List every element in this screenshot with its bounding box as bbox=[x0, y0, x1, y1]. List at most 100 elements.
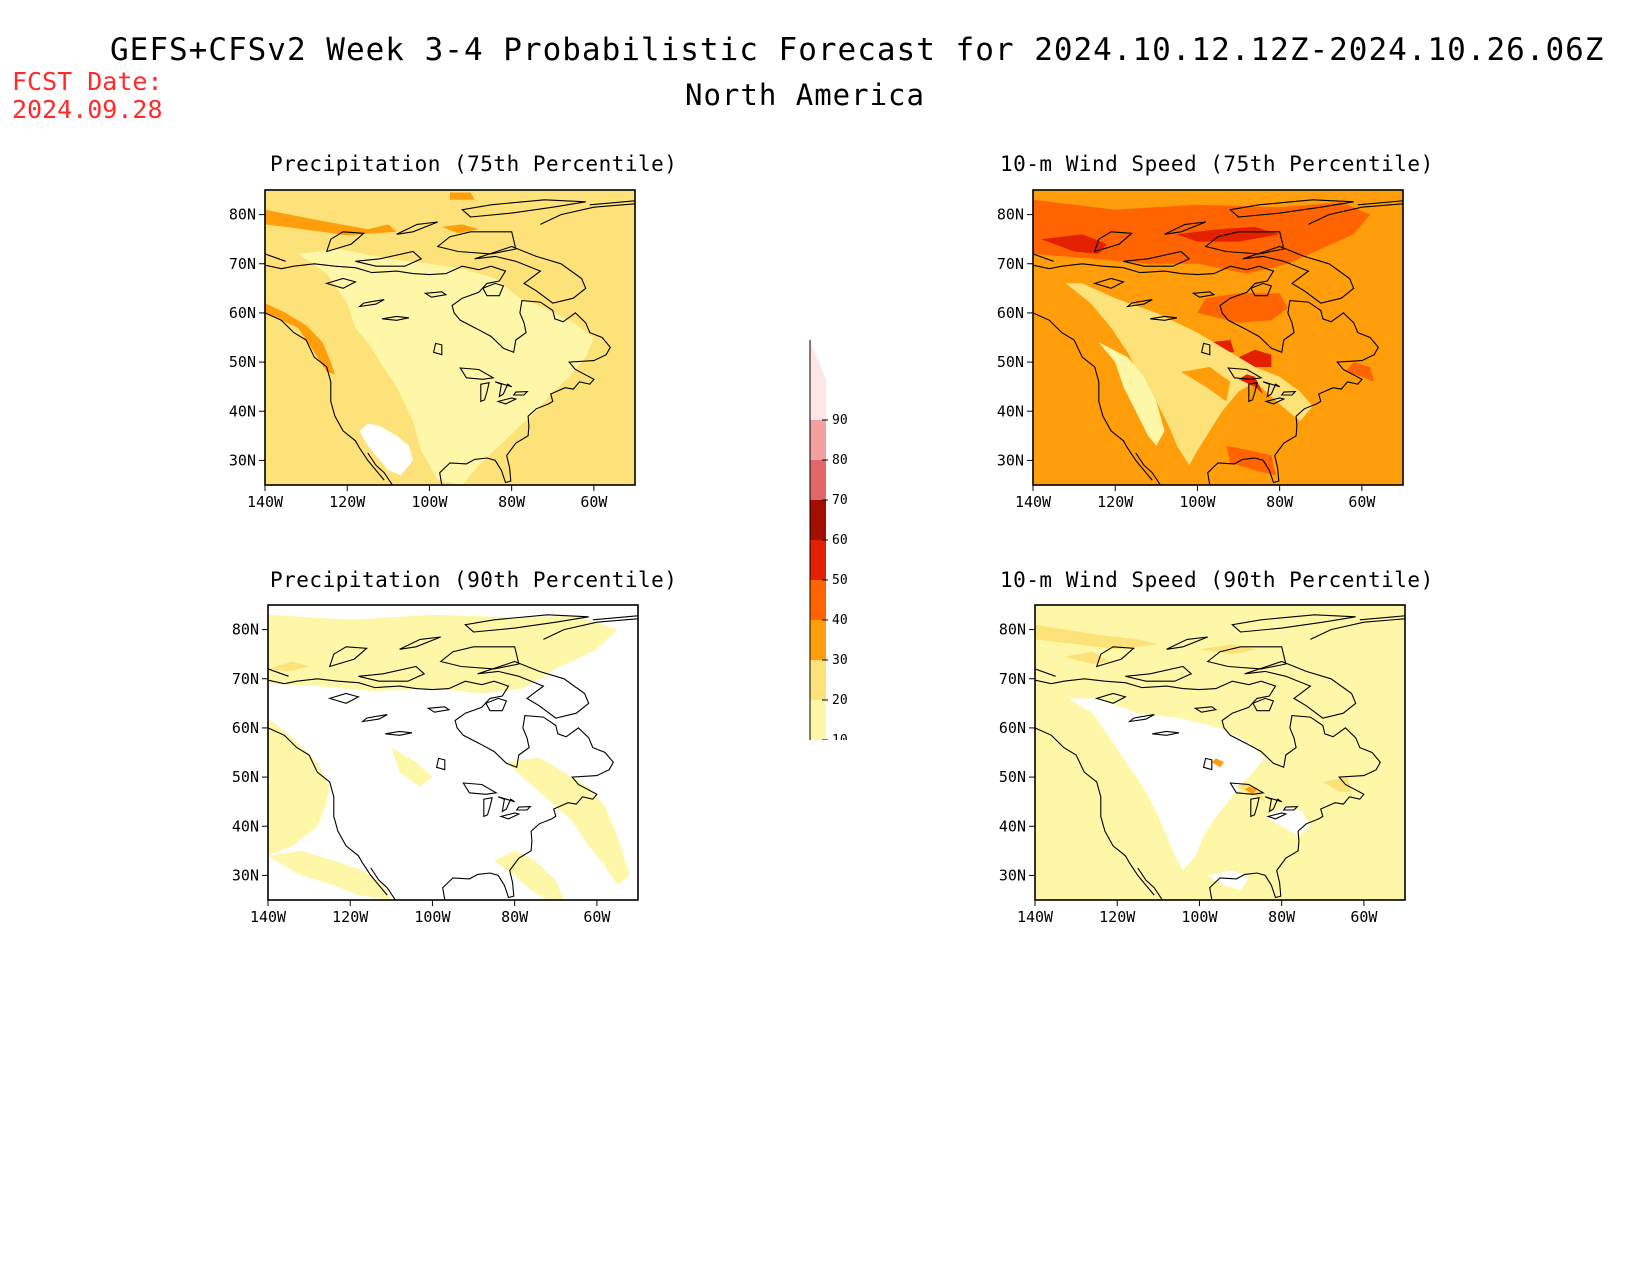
shaded-region-c20 bbox=[1035, 624, 1159, 650]
land-outline bbox=[1150, 315, 1178, 321]
land-outline bbox=[1265, 796, 1282, 813]
colorbar-swatch bbox=[810, 420, 826, 460]
shaded-region-c50 bbox=[1238, 349, 1272, 367]
land-outline bbox=[357, 299, 385, 308]
shaded-region-c30 bbox=[1211, 758, 1225, 768]
lat-tick-label: 70N bbox=[229, 255, 256, 273]
land-outline bbox=[1266, 812, 1288, 820]
lat-tick-label: 50N bbox=[229, 353, 256, 371]
shaded-region-white bbox=[359, 423, 413, 476]
lat-tick-label: 40N bbox=[997, 402, 1024, 420]
lat-tick-label: 40N bbox=[999, 817, 1026, 835]
land-outline bbox=[485, 697, 508, 712]
coastline bbox=[370, 867, 396, 900]
shaded-region-c40 bbox=[1197, 293, 1288, 323]
land-outline bbox=[1248, 382, 1258, 403]
land-outline bbox=[1200, 342, 1211, 356]
coastline bbox=[543, 618, 638, 640]
land-outline bbox=[1127, 714, 1155, 723]
shaded-region-c30 bbox=[441, 224, 479, 234]
coastline bbox=[1357, 200, 1403, 206]
coastline bbox=[1035, 727, 1155, 896]
lon-tick-label: 140W bbox=[1017, 908, 1054, 926]
lat-tick-label: 30N bbox=[999, 866, 1026, 884]
land-outline bbox=[1166, 636, 1208, 650]
region-subtitle: North America bbox=[685, 78, 925, 112]
land-outline bbox=[1250, 797, 1260, 818]
colorbar-swatch bbox=[810, 380, 826, 420]
panel-title-wind75: 10-m Wind Speed (75th Percentile) bbox=[1000, 152, 1434, 176]
land-outline bbox=[1231, 614, 1356, 633]
land-outline bbox=[1264, 397, 1286, 405]
land-outline bbox=[1191, 291, 1216, 298]
coastline bbox=[1035, 668, 1056, 677]
land-outline bbox=[432, 342, 443, 356]
shaded-region-c10 bbox=[1098, 342, 1165, 446]
colorbar-level-label: 20 bbox=[832, 693, 848, 708]
panel-title-precip75: Precipitation (75th Percentile) bbox=[270, 152, 678, 176]
lat-tick-label: 80N bbox=[997, 206, 1024, 224]
coastline bbox=[1033, 253, 1054, 262]
colorbar: 10 20 30 40 50 60 70 80 90 bbox=[809, 340, 848, 740]
land-outline bbox=[355, 250, 423, 267]
lat-tick-label: 60N bbox=[999, 719, 1026, 737]
land-outline bbox=[426, 706, 451, 713]
shaded-region-c10 bbox=[268, 850, 392, 900]
land-outline bbox=[1193, 706, 1218, 713]
colorbar-swatch bbox=[810, 700, 826, 740]
lat-tick-label: 70N bbox=[999, 670, 1026, 688]
land-outline bbox=[525, 515, 537, 518]
lat-tick-label: 30N bbox=[997, 451, 1024, 469]
lon-tick-label: 120W bbox=[332, 908, 369, 926]
shaded-region-c10 bbox=[391, 747, 433, 787]
coastline bbox=[540, 203, 635, 225]
land-outline bbox=[399, 636, 441, 650]
lat-tick-label: 30N bbox=[232, 866, 259, 884]
lat-tick-label: 70N bbox=[997, 255, 1024, 273]
land-outline bbox=[1206, 646, 1287, 670]
colorbar-level-label: 30 bbox=[832, 653, 848, 668]
shaded-region-c30 bbox=[1244, 786, 1257, 795]
lat-tick-label: 80N bbox=[999, 621, 1026, 639]
land-outline bbox=[436, 231, 517, 255]
shaded-region-c10 bbox=[268, 614, 618, 694]
coastline bbox=[1359, 615, 1405, 621]
colorbar-swatch bbox=[810, 620, 826, 660]
land-outline bbox=[327, 692, 360, 704]
land-outline bbox=[461, 199, 586, 218]
land-outline bbox=[358, 665, 426, 682]
lon-tick-label: 120W bbox=[1097, 493, 1134, 511]
lat-tick-label: 60N bbox=[229, 304, 256, 322]
coastline bbox=[1033, 312, 1153, 481]
shaded-region-c40 bbox=[1226, 445, 1276, 476]
land-outline bbox=[1093, 231, 1134, 253]
lon-tick-label: 140W bbox=[250, 908, 287, 926]
coastline bbox=[1310, 618, 1405, 640]
shaded-region-c30 bbox=[1181, 367, 1231, 402]
land-outline bbox=[462, 782, 498, 795]
lat-tick-label: 50N bbox=[997, 353, 1024, 371]
coastline bbox=[268, 727, 388, 896]
forecast-date: FCST Date: 2024.09.28 bbox=[12, 68, 163, 124]
lon-tick-label: 100W bbox=[411, 493, 448, 511]
lon-tick-label: 80W bbox=[498, 493, 526, 511]
lon-tick-label: 100W bbox=[1181, 908, 1218, 926]
land-outline bbox=[1152, 730, 1180, 736]
coastline bbox=[1135, 452, 1161, 485]
land-outline bbox=[464, 614, 589, 633]
shaded-region-c10 bbox=[268, 718, 330, 856]
map-frame bbox=[264, 189, 636, 486]
lat-tick-label: 50N bbox=[999, 768, 1026, 786]
land-outline bbox=[396, 221, 438, 235]
land-outline bbox=[382, 315, 410, 321]
land-outline bbox=[1094, 692, 1127, 704]
map-frame bbox=[1032, 189, 1404, 486]
land-outline bbox=[385, 730, 413, 736]
map-precip75: 140W 120W 100W 80W 60W 80N 70N 60N 50N 40N 30N bbox=[229, 189, 636, 518]
shaded-region-c10 bbox=[297, 249, 594, 485]
land-outline bbox=[1227, 367, 1263, 380]
main-title: GEFS+CFSv2 Week 3-4 Probabilistic Foreca… bbox=[110, 32, 1605, 68]
land-outline bbox=[435, 757, 446, 771]
land-outline bbox=[459, 367, 495, 380]
lon-tick-label: 140W bbox=[1015, 493, 1052, 511]
